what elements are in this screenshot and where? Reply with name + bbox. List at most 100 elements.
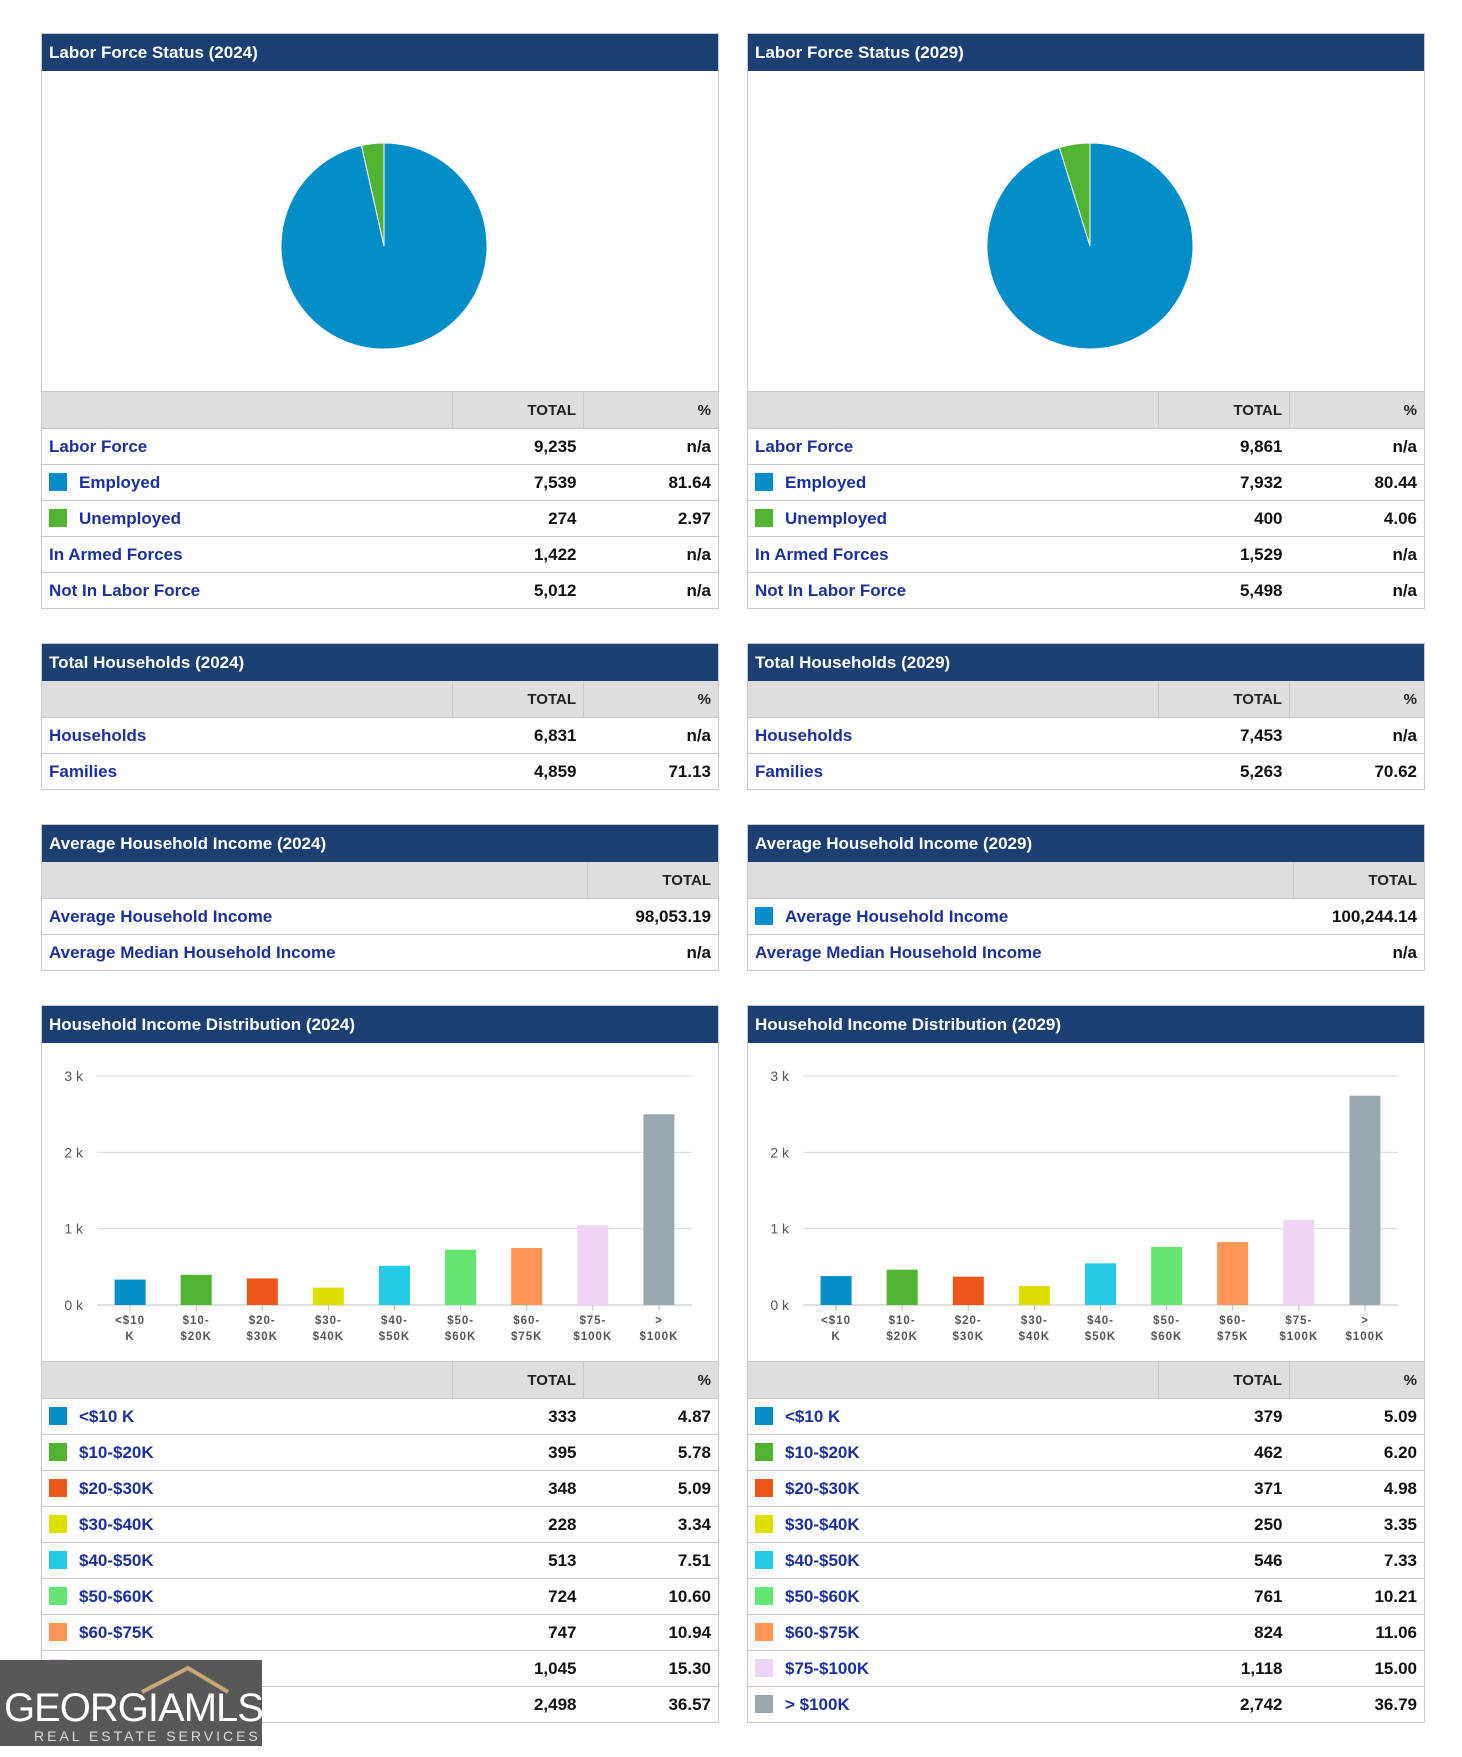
bar-10-k[interactable] [820, 1276, 852, 1305]
table-header-row: TOTAL% [42, 681, 718, 718]
row-label-average-household-income[interactable]: Average Household Income [49, 906, 273, 926]
bar-30-40k[interactable] [312, 1287, 344, 1305]
table-row: Average Household Income 98,053.19 [42, 898, 718, 935]
bar-100k[interactable] [1349, 1095, 1381, 1305]
row-label-average-median-household-income[interactable]: Average Median Household Income [49, 942, 336, 962]
bar-20-30k[interactable] [246, 1278, 278, 1305]
legend-swatch [49, 472, 67, 491]
table-row: <$10 K 379 5.09 [748, 1398, 1424, 1435]
bar-75-100k[interactable] [577, 1225, 609, 1305]
bar-40-50k[interactable] [1085, 1263, 1116, 1305]
table-row: $30-$40K 228 3.34 [42, 1506, 718, 1543]
row-percent: 15.30 [583, 1650, 718, 1687]
bar-30-40k[interactable] [1018, 1285, 1050, 1305]
data-table: TOTAL Average Household Income 98,053.19 Av… [42, 862, 718, 970]
row-label-10-k[interactable]: <$10 K [785, 1406, 841, 1426]
row-total: 4,859 [533, 761, 577, 781]
legend-swatch [49, 1478, 67, 1497]
row-label-in-armed-forces[interactable]: In Armed Forces [49, 544, 183, 564]
row-label-cell: Employed [42, 464, 453, 501]
bar-40-50k[interactable] [379, 1265, 410, 1305]
row-label-cell: $10-$20K [42, 1434, 453, 1471]
row-label-20-30k[interactable]: $20-$30K [79, 1478, 154, 1498]
row-percent: n/a [1289, 717, 1424, 754]
table-header-row: TOTAL% [748, 392, 1424, 429]
row-total: 824 [1158, 1614, 1290, 1651]
row-label-30-40k[interactable]: $30-$40K [785, 1514, 860, 1534]
row-label-30-40k[interactable]: $30-$40K [79, 1514, 154, 1534]
table-row: Average Median Household Income n/a [42, 935, 718, 971]
row-label-average-median-household-income[interactable]: Average Median Household Income [755, 942, 1042, 962]
row-percent: 36.79 [1374, 1694, 1417, 1714]
row-label-100k[interactable]: > $100K [785, 1694, 850, 1714]
bar-60-75k[interactable] [1217, 1242, 1249, 1305]
row-label-50-60k[interactable]: $50-$60K [785, 1586, 860, 1606]
table-row: $20-$30K 371 4.98 [748, 1470, 1424, 1507]
table-row: Households 7,453 n/a [748, 717, 1424, 754]
row-label-households[interactable]: Households [755, 725, 853, 745]
row-label-employed[interactable]: Employed [785, 472, 867, 492]
row-total: 400 [1158, 500, 1290, 537]
row-label-unemployed[interactable]: Unemployed [79, 508, 182, 528]
header-percent: % [583, 1362, 718, 1399]
row-label-families[interactable]: Families [49, 761, 118, 781]
row-label-cell: $20-$30K [42, 1470, 453, 1507]
row-label-cell: Labor Force [748, 428, 1159, 465]
row-label-labor-force[interactable]: Labor Force [49, 436, 148, 456]
bar-10-20k[interactable] [886, 1269, 918, 1305]
row-label-in-armed-forces[interactable]: In Armed Forces [755, 544, 889, 564]
data-table: TOTAL% <$10 K 333 4.87 $10-$20K 395 5.78 $20-$3… [42, 1362, 718, 1722]
header-label-cell [748, 681, 1159, 718]
row-total: 747 [452, 1614, 584, 1651]
pie-slice-unemployed[interactable] [1058, 142, 1091, 247]
row-label-10-20k[interactable]: $10-$20K [79, 1442, 154, 1462]
row-percent: 6.20 [1289, 1434, 1424, 1471]
row-label-not-in-labor-force[interactable]: Not In Labor Force [755, 580, 907, 600]
header-percent: % [1289, 681, 1424, 718]
row-label-75-100k[interactable]: $75-$100K [785, 1658, 870, 1678]
row-label-families[interactable]: Families [755, 761, 824, 781]
row-label-cell: <$10 K [748, 1398, 1159, 1435]
bar-10-k[interactable] [114, 1279, 146, 1305]
bar-chart-area: 0 k 1 k 2 k 3 k <$10 K $10- $20K $20- $30K $30- $40… [748, 1043, 1424, 1362]
row-total: 724 [452, 1578, 584, 1615]
header-total: TOTAL [1293, 862, 1424, 899]
row-label-households[interactable]: Households [49, 725, 147, 745]
row-label-labor-force[interactable]: Labor Force [755, 436, 854, 456]
row-label-20-30k[interactable]: $20-$30K [785, 1478, 860, 1498]
bar-100k[interactable] [643, 1114, 675, 1305]
table-row: Employed 7,539 81.64 [42, 464, 718, 501]
row-label-unemployed[interactable]: Unemployed [785, 508, 888, 528]
bar-20-30k[interactable] [952, 1276, 984, 1305]
bar-60-75k[interactable] [511, 1248, 543, 1305]
row-label-50-60k[interactable]: $50-$60K [79, 1586, 154, 1606]
row-label-60-75k[interactable]: $60-$75K [79, 1622, 154, 1642]
pie-slice-unemployed[interactable] [360, 142, 385, 247]
table-row: Not In Labor Force 5,498 n/a [748, 573, 1424, 609]
bar-50-60k[interactable] [1151, 1246, 1183, 1305]
bar-10-20k[interactable] [180, 1274, 212, 1305]
header-label-cell [748, 1362, 1159, 1399]
row-total: 228 [452, 1506, 584, 1543]
legend-swatch [49, 1586, 67, 1605]
header-percent: % [1289, 392, 1424, 429]
row-label-60-75k[interactable]: $60-$75K [785, 1622, 860, 1642]
bar-chart: 0 k 1 k 2 k 3 k <$10 K $10- $20K $20- $30K $30- $40… [64, 1068, 692, 1343]
row-label-10-k[interactable]: <$10 K [79, 1406, 135, 1426]
table-row: Households 6,831 n/a [42, 717, 718, 754]
legend-swatch [49, 508, 67, 527]
table-row: $20-$30K 348 5.09 [42, 1470, 718, 1507]
row-percent: 7.33 [1289, 1542, 1424, 1579]
bar-50-60k[interactable] [445, 1249, 477, 1305]
row-label-40-50k[interactable]: $40-$50K [79, 1550, 154, 1570]
table-row: <$10 K 333 4.87 [42, 1398, 718, 1435]
row-label-average-household-income[interactable]: Average Household Income [785, 906, 1009, 926]
row-label-employed[interactable]: Employed [79, 472, 161, 492]
y-tick-label: 0 k [770, 1297, 790, 1313]
row-label-10-20k[interactable]: $10-$20K [785, 1442, 860, 1462]
bar-75-100k[interactable] [1283, 1219, 1315, 1305]
header-label-cell [748, 392, 1159, 429]
row-label-not-in-labor-force[interactable]: Not In Labor Force [49, 580, 201, 600]
row-total: 9,235 [452, 428, 584, 465]
row-label-40-50k[interactable]: $40-$50K [785, 1550, 860, 1570]
